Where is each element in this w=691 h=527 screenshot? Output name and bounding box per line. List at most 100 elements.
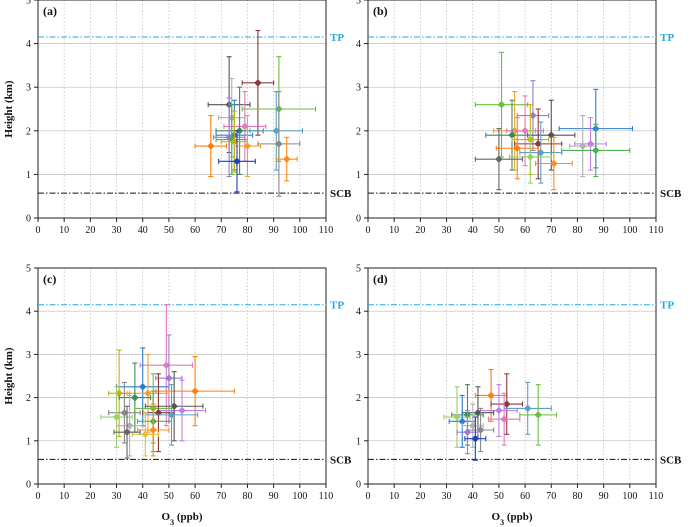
point-marker bbox=[235, 127, 244, 135]
y-tick-label: 4 bbox=[356, 307, 361, 318]
x-tick-label: 10 bbox=[59, 225, 69, 236]
x-tick-label: 70 bbox=[546, 491, 556, 502]
x-tick-label: 50 bbox=[164, 225, 174, 236]
data-point bbox=[474, 128, 524, 191]
point-marker bbox=[578, 142, 587, 150]
data-point bbox=[233, 114, 262, 178]
x-tick-label: 90 bbox=[269, 225, 279, 236]
x-tick-label: 70 bbox=[216, 225, 226, 236]
reference-label-tp: TP bbox=[660, 32, 674, 44]
y-tick-label: 2 bbox=[356, 126, 361, 137]
plot-frame bbox=[37, 267, 327, 485]
x-tick-label: 40 bbox=[138, 491, 148, 502]
point-marker bbox=[123, 428, 131, 436]
reference-label-scb: SCB bbox=[330, 188, 352, 200]
y-tick-label: 5 bbox=[356, 264, 361, 275]
data-point bbox=[223, 91, 267, 162]
point-marker bbox=[495, 155, 503, 163]
data-point bbox=[495, 117, 539, 180]
x-tick-label: 20 bbox=[85, 225, 95, 236]
y-tick-label: 5 bbox=[356, 0, 361, 7]
x-tick-label: 60 bbox=[190, 491, 200, 502]
point-marker bbox=[141, 430, 150, 439]
y-tick-label: 3 bbox=[356, 350, 361, 361]
x-tick-label: 20 bbox=[415, 491, 425, 502]
point-marker bbox=[471, 434, 480, 443]
x-axis-label: O3 (ppb) bbox=[162, 511, 203, 527]
y-tick-label: 3 bbox=[26, 83, 31, 94]
panel-label: (c) bbox=[43, 272, 56, 286]
data-point bbox=[113, 405, 141, 459]
y-tick-label: 1 bbox=[356, 170, 361, 181]
reference-label-tp: TP bbox=[330, 300, 344, 312]
panel-label: (b) bbox=[373, 4, 388, 18]
data-point bbox=[194, 114, 228, 178]
data-point bbox=[139, 304, 194, 427]
reference-label-tp: TP bbox=[330, 32, 344, 44]
data-point bbox=[115, 394, 144, 457]
reference-label-scb: SCB bbox=[330, 454, 352, 466]
point-marker bbox=[497, 100, 506, 109]
x-tick-label: 30 bbox=[442, 225, 452, 236]
data-point bbox=[535, 136, 573, 191]
y-tick-label: 3 bbox=[356, 83, 361, 94]
x-tick-label: 20 bbox=[85, 491, 95, 502]
point-marker bbox=[165, 374, 173, 382]
x-tick-label: 0 bbox=[366, 225, 371, 236]
data-point bbox=[220, 110, 249, 173]
y-tick-label: 0 bbox=[356, 480, 361, 491]
point-marker bbox=[131, 393, 139, 402]
x-tick-label: 100 bbox=[292, 491, 307, 502]
point-marker bbox=[526, 153, 535, 161]
y-axis-label: Height (km) bbox=[3, 80, 15, 137]
data-point bbox=[508, 130, 552, 184]
data-point bbox=[490, 373, 524, 435]
panel-c: 0 10 20 30 40 50 60 70 80 90 100 110 0 1 2 3 4 5 TP SCB (c) H… bbox=[3, 264, 352, 527]
x-tick-label: 100 bbox=[622, 491, 637, 502]
x-tick-label: 80 bbox=[242, 491, 252, 502]
x-tick-label: 40 bbox=[138, 225, 148, 236]
x-tick-label: 110 bbox=[319, 225, 334, 236]
y-tick-label: 2 bbox=[356, 393, 361, 404]
point-marker bbox=[243, 142, 252, 150]
data-point bbox=[514, 108, 563, 180]
data-point bbox=[257, 91, 301, 197]
panel-b: 0 10 20 30 40 50 60 70 80 90 100 110 0 1 2 3 4 5 TP SCB (b) bbox=[356, 0, 682, 236]
point-marker bbox=[500, 415, 508, 423]
y-tick-label: 0 bbox=[356, 214, 361, 225]
data-point bbox=[519, 121, 563, 184]
reference-label-tp: TP bbox=[660, 300, 674, 312]
plot-frame bbox=[367, 267, 657, 485]
panel-label: (a) bbox=[43, 4, 57, 18]
data-point bbox=[574, 117, 607, 171]
x-tick-label: 100 bbox=[292, 225, 307, 236]
point-marker bbox=[487, 391, 495, 400]
x-tick-label: 100 bbox=[622, 225, 637, 236]
y-tick-label: 1 bbox=[26, 170, 31, 181]
data-point bbox=[485, 99, 539, 171]
y-tick-label: 0 bbox=[26, 214, 31, 225]
plot-frame bbox=[367, 0, 657, 219]
point-marker bbox=[550, 159, 558, 168]
data-point bbox=[569, 114, 597, 178]
point-marker bbox=[207, 142, 215, 150]
y-axis-label: Height (km) bbox=[3, 347, 15, 404]
x-tick-label: 80 bbox=[572, 225, 582, 236]
panel-label: (d) bbox=[373, 272, 388, 286]
x-tick-label: 70 bbox=[546, 225, 556, 236]
data-point bbox=[126, 353, 170, 433]
y-tick-label: 4 bbox=[26, 307, 31, 318]
x-tick-label: 10 bbox=[389, 225, 399, 236]
x-tick-label: 40 bbox=[468, 491, 478, 502]
point-marker bbox=[513, 144, 521, 152]
data-point bbox=[519, 384, 558, 446]
point-marker bbox=[463, 428, 472, 436]
y-tick-label: 0 bbox=[26, 480, 31, 491]
point-marker bbox=[191, 387, 199, 395]
x-tick-label: 110 bbox=[649, 225, 664, 236]
data-point bbox=[155, 334, 183, 422]
point-marker bbox=[139, 383, 147, 391]
panel-d: 0 10 20 30 40 50 60 70 80 90 100 110 0 1 2 3 4 5 TP SCB (d) O… bbox=[356, 264, 682, 527]
point-marker bbox=[537, 148, 545, 157]
